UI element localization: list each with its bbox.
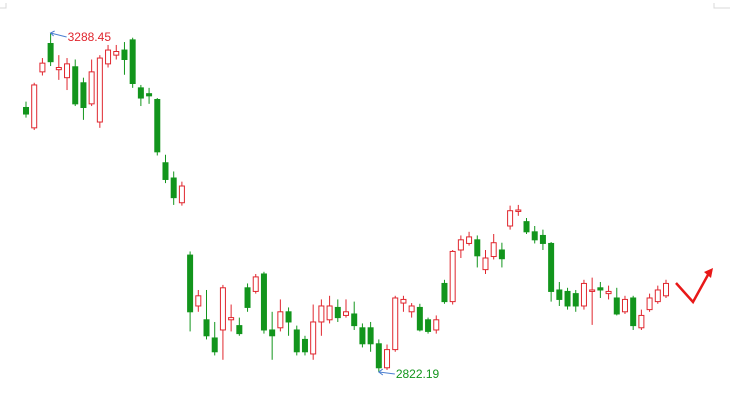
candle-body xyxy=(113,51,120,56)
candle-body xyxy=(507,210,514,227)
candle-body xyxy=(105,49,112,65)
candle-body xyxy=(80,82,87,108)
candle-body xyxy=(39,62,46,73)
candle-body xyxy=(211,337,218,353)
candle-body xyxy=(269,329,276,337)
candle-body xyxy=(466,236,473,244)
candle-body xyxy=(203,319,210,337)
candle-body xyxy=(351,313,358,327)
candle-body xyxy=(572,293,579,307)
candle-body xyxy=(449,250,456,303)
candle-body xyxy=(367,327,374,345)
annotation-arrow-head xyxy=(49,30,55,37)
candle-body xyxy=(96,57,103,123)
candle-body xyxy=(613,297,620,315)
candle-body xyxy=(589,289,596,292)
candle-body xyxy=(244,287,251,308)
candle-body xyxy=(425,319,432,332)
candle-body xyxy=(564,290,571,307)
candle-body xyxy=(47,43,54,63)
candle-body xyxy=(252,276,259,292)
candle-body xyxy=(318,305,325,323)
trend-arrow xyxy=(675,272,711,305)
candle-body xyxy=(638,314,645,329)
low-annotation: 2822.19 xyxy=(396,367,440,381)
candle-body xyxy=(121,49,128,61)
candle-body xyxy=(137,87,144,99)
candle-body xyxy=(285,311,292,323)
high-annotation: 3288.45 xyxy=(68,30,112,44)
candle-body xyxy=(515,209,522,212)
annotation-arrow-head xyxy=(377,368,384,376)
candles xyxy=(23,33,669,372)
candle-body xyxy=(597,287,604,291)
candle-body xyxy=(236,325,243,335)
candle-body xyxy=(277,311,284,329)
candle-body xyxy=(178,185,185,204)
candle-body xyxy=(482,257,489,271)
candle-body xyxy=(646,297,653,311)
candle-body xyxy=(441,282,448,303)
candle-body xyxy=(548,242,555,292)
candle-body xyxy=(539,234,546,244)
candle-body xyxy=(219,287,226,331)
candle-body xyxy=(228,317,235,321)
candle-body xyxy=(384,349,391,369)
candle-body xyxy=(556,289,563,300)
candle-body xyxy=(400,298,407,304)
candle-body xyxy=(301,338,308,353)
candle-body xyxy=(293,329,300,353)
candle-body xyxy=(408,305,415,313)
corner-mark xyxy=(0,3,7,9)
candle-body xyxy=(72,66,79,105)
candle-body xyxy=(343,311,349,316)
candle-body xyxy=(326,305,333,321)
annotation-arrow xyxy=(50,32,67,38)
candle-body xyxy=(433,319,440,331)
candle-body xyxy=(621,298,628,313)
candle-body xyxy=(630,297,637,327)
candle-body xyxy=(359,327,366,345)
candle-body xyxy=(88,71,95,105)
candle-body xyxy=(490,242,497,258)
candle-body xyxy=(310,321,317,355)
candle-body xyxy=(531,231,538,241)
candle-body xyxy=(187,254,194,313)
candle-body xyxy=(195,295,202,307)
candle-body xyxy=(523,221,530,233)
candle-body xyxy=(605,290,612,295)
candle-body xyxy=(457,239,464,251)
corner-mark xyxy=(713,3,730,9)
candle-body xyxy=(170,177,177,199)
candle-body xyxy=(392,297,399,351)
candle-body xyxy=(334,306,341,319)
candle-body xyxy=(31,84,38,129)
candle-body xyxy=(154,98,161,153)
trend-arrow-head xyxy=(704,268,713,278)
annotation-arrow xyxy=(378,371,395,375)
candle-body xyxy=(375,343,382,369)
candle-body xyxy=(416,306,423,331)
candle-body xyxy=(580,282,587,307)
candle-body xyxy=(498,249,505,260)
candle-body xyxy=(474,239,481,257)
candle-body xyxy=(663,282,669,297)
candle-body xyxy=(55,66,62,71)
candle-body xyxy=(146,93,153,97)
candle-body xyxy=(23,106,29,115)
candle-body xyxy=(129,39,136,84)
candle-body xyxy=(654,289,661,303)
candle-body xyxy=(64,63,71,79)
candle-body xyxy=(162,162,169,180)
candle-body xyxy=(260,273,267,331)
